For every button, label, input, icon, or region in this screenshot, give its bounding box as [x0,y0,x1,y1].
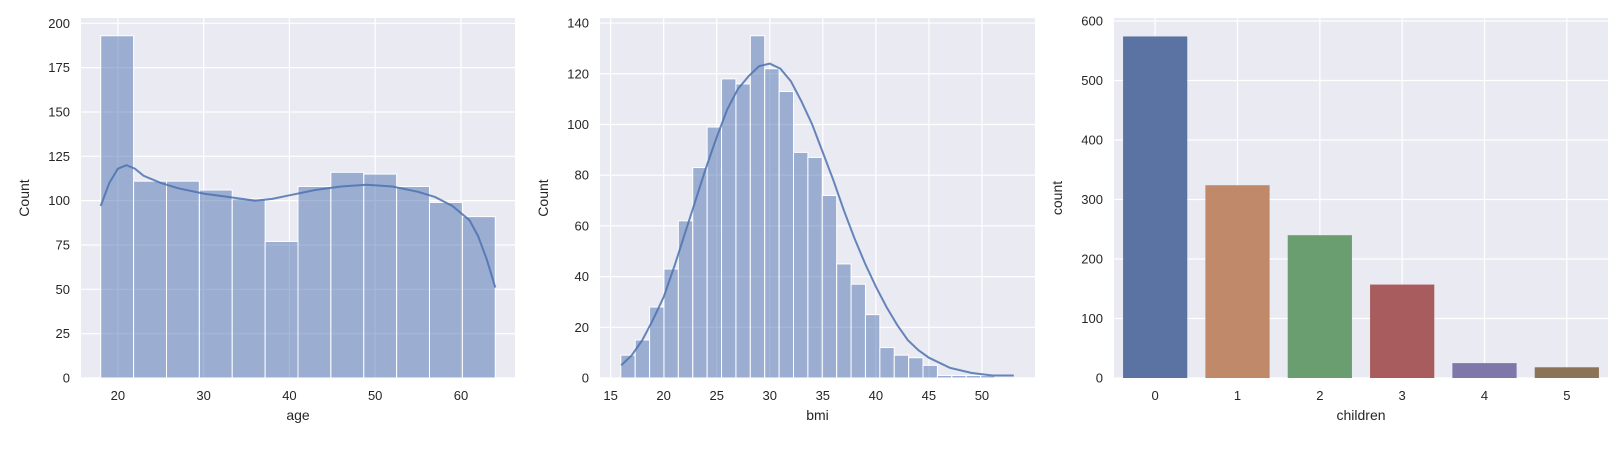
histogram-bar [649,306,665,379]
y-tick-label: 150 [48,104,70,119]
x-tick-label: 50 [975,388,989,403]
x-axis-label: children [1336,407,1385,423]
histogram-bar [793,151,809,379]
chart-2: 0 20 40 60 80 100 120 140 15 20 25 30 35 40 45 50 bmi Cou… [535,16,1035,423]
y-axis-label: Count [16,179,32,216]
x-tick-label: 5 [1563,388,1570,403]
bar-4 [1452,363,1517,378]
x-tick-label: 60 [454,388,468,403]
histogram-bar [461,216,496,379]
x-tick-label: 2 [1316,388,1323,403]
histogram-bar [936,374,953,379]
y-tick-label: 0 [582,371,589,386]
x-tick-label: 0 [1152,388,1159,403]
chart-3: 0 100 200 300 400 500 600 0 1 2 3 4 5 children count [1049,13,1608,423]
y-tick-label: 50 [56,282,70,297]
y-tick-label: 500 [1081,73,1103,88]
histogram-bar [908,357,924,379]
y-tick-label: 0 [63,371,70,386]
histogram-bar [721,78,737,379]
histogram-bar [879,347,895,379]
y-tick-label: 100 [567,117,589,132]
y-tick-label: 175 [48,60,70,75]
histogram-bar [297,185,332,379]
histogram-bar [965,374,982,379]
histogram-bar [749,35,766,379]
plot-background [1114,18,1608,378]
bar-1 [1205,185,1270,378]
x-tick-label: 1 [1234,388,1241,403]
chart-1: 0 25 50 75 100 125 150 175 200 20 30 40 50 60 age Count [16,16,515,423]
y-tick-label: 80 [575,168,589,183]
kde-curve [620,62,1014,377]
histogram-bar [836,263,852,379]
y-tick-label: 300 [1081,192,1103,207]
x-axis-label: bmi [806,407,829,423]
x-tick-label: 40 [282,388,296,403]
x-tick-label: 45 [922,388,936,403]
histogram-bar [231,198,266,379]
histogram-bar [850,283,866,379]
bar-2 [1287,235,1352,378]
histogram-bar [166,180,200,379]
y-axis-label: Count [535,179,551,216]
x-tick-label: 25 [709,388,723,403]
histogram-bar [893,354,910,379]
x-tick-label: 50 [368,388,382,403]
histogram-bar [363,173,398,379]
histogram-bar [428,201,463,379]
histogram-bar [764,68,780,379]
histogram-bar [396,185,430,379]
histogram-bar [198,189,233,379]
y-tick-label: 100 [1081,311,1103,326]
histogram-bar [330,171,365,379]
x-tick-label: 20 [111,388,125,403]
histogram-bar [807,156,823,379]
x-axis-label: age [286,407,310,423]
y-tick-label: 20 [575,320,589,335]
y-tick-label: 75 [56,237,70,252]
histogram-bar [264,240,299,379]
x-tick-label: 30 [196,388,210,403]
y-tick-label: 40 [575,269,589,284]
y-tick-label: 125 [48,149,70,164]
bar-5 [1534,367,1599,378]
histogram-bar [735,83,751,379]
y-axis-label: count [1049,181,1065,215]
y-tick-label: 60 [575,218,589,233]
histogram-bar [821,194,838,379]
histogram-bar [100,35,135,379]
histogram-bar [133,180,168,379]
y-tick-label: 120 [567,66,589,81]
y-tick-label: 400 [1081,132,1103,147]
bar-0 [1123,36,1188,378]
histogram-bar [864,314,881,379]
y-tick-label: 200 [1081,251,1103,266]
histogram-bar [706,126,723,379]
kde-curve [99,164,497,288]
x-tick-label: 20 [656,388,670,403]
x-tick-label: 30 [763,388,777,403]
y-tick-label: 600 [1081,13,1103,28]
histogram-bar [663,268,679,379]
bar-3 [1370,284,1435,378]
y-tick-label: 25 [56,326,70,341]
histogram-bar [951,374,967,379]
y-tick-label: 200 [48,16,70,31]
y-tick-label: 140 [567,16,589,31]
y-tick-label: 0 [1096,371,1103,386]
x-tick-label: 15 [603,388,617,403]
x-tick-label: 4 [1481,388,1488,403]
x-tick-label: 40 [869,388,883,403]
x-tick-label: 3 [1399,388,1406,403]
histogram-bar [922,364,938,379]
y-tick-label: 100 [48,193,70,208]
x-tick-label: 35 [816,388,830,403]
histogram-bar [778,91,795,379]
